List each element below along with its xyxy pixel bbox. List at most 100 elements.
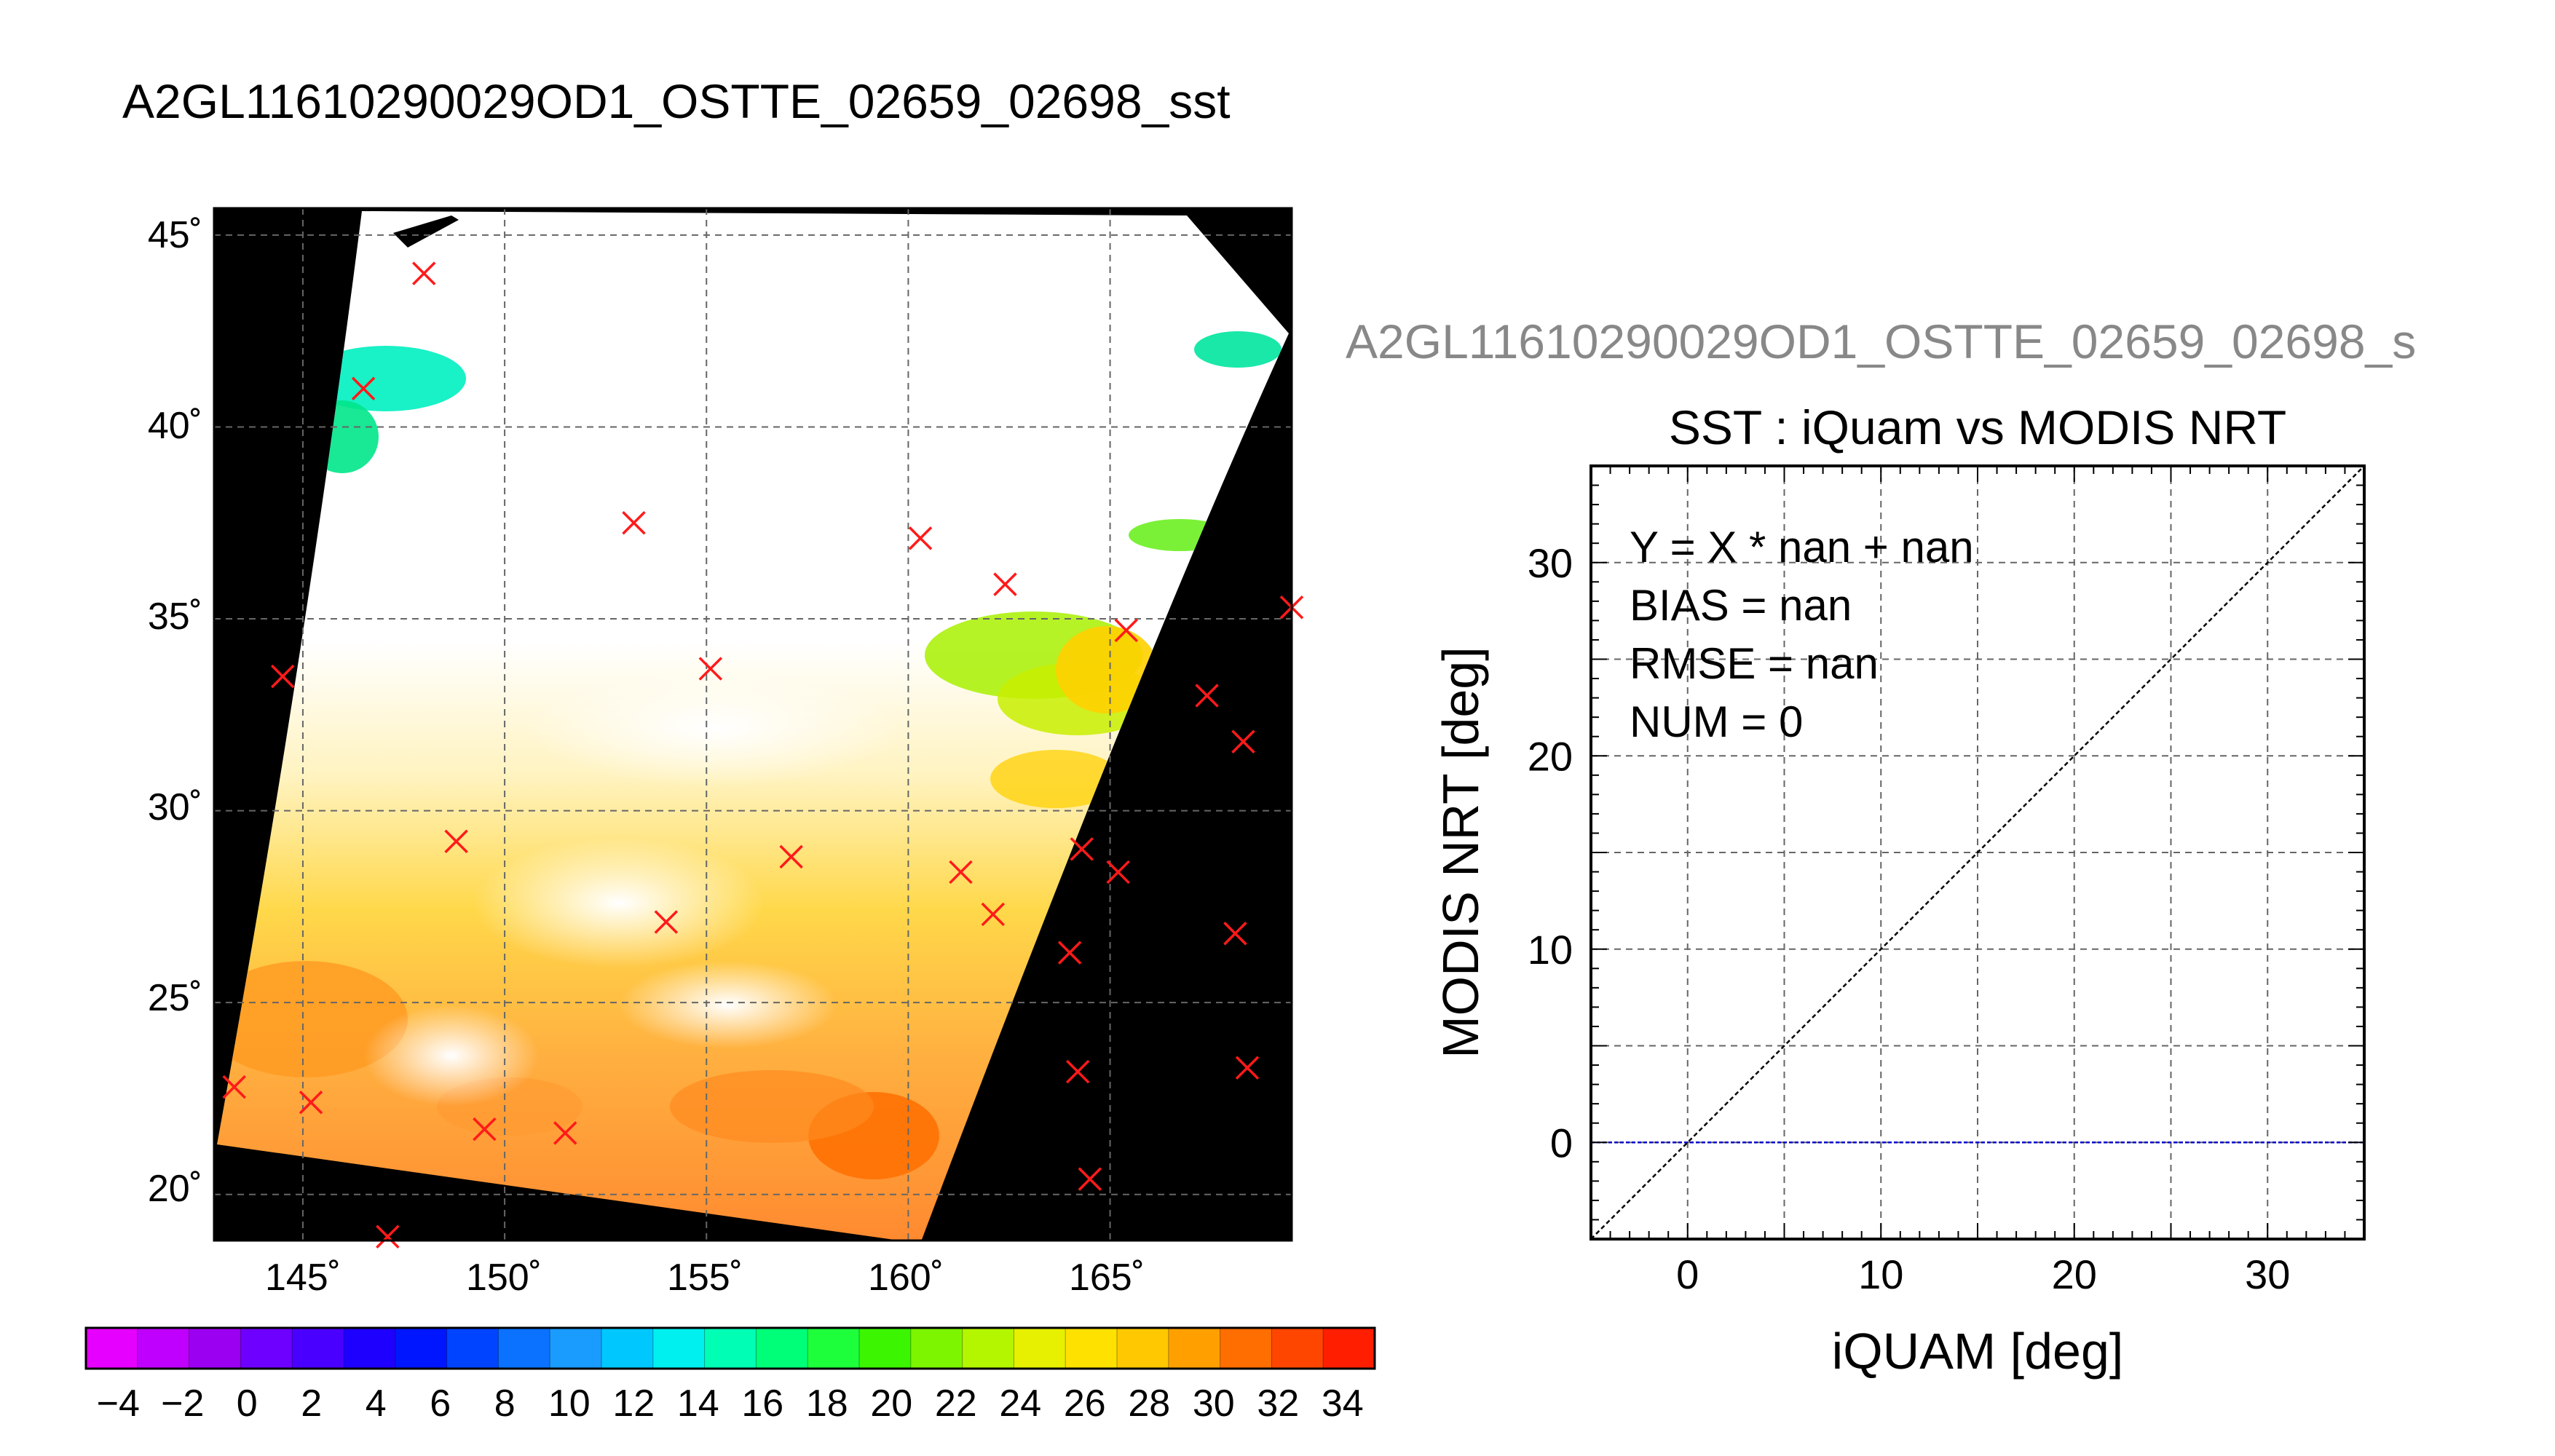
iquam-marker: [376, 1224, 400, 1249]
colorbar-tick-label: 6: [430, 1382, 451, 1425]
lon-tick-label: 155˚: [667, 1257, 743, 1299]
lat-tick-label: 25˚: [148, 977, 202, 1019]
stats-equation: Y = X * nan + nan: [1630, 523, 1974, 571]
colorbar-cell: [498, 1328, 550, 1369]
map-frame: [213, 207, 1293, 1242]
colorbar-frame: [84, 1326, 1376, 1370]
scatter-frame: [1590, 464, 2366, 1241]
iquam-marker: [1078, 1167, 1102, 1191]
iquam-marker: [351, 376, 376, 400]
colorbar-tick-label: 30: [1193, 1382, 1235, 1425]
stats-num: NUM = 0: [1630, 697, 1803, 746]
iquam-marker: [908, 526, 933, 550]
iquam-marker: [1065, 1059, 1090, 1084]
iquam-marker: [444, 829, 468, 854]
colorbar-tick-label: 0: [237, 1382, 258, 1425]
iquam-marker: [949, 860, 973, 885]
colorbar-tick-label: −4: [97, 1382, 140, 1425]
colorbar-cell: [652, 1328, 706, 1369]
iquam-marker: [473, 1117, 497, 1142]
lat-tick-label: 45˚: [148, 214, 202, 256]
colorbar-tick-label: 8: [494, 1382, 516, 1425]
x-tick-label: 10: [1858, 1251, 1903, 1297]
lon-tick-label: 160˚: [868, 1257, 944, 1299]
colorbar-cell: [240, 1328, 293, 1369]
iquam-marker: [981, 902, 1006, 927]
land-fragment: [393, 215, 459, 248]
colorbar-tick-label: 4: [366, 1382, 387, 1425]
colorbar-cell: [859, 1328, 912, 1369]
colorbar-tick-label: 22: [935, 1382, 977, 1425]
y-axis-label: MODIS NRT [deg]: [1432, 646, 1489, 1058]
stats-bias: BIAS = nan: [1630, 581, 1852, 630]
x-tick-label: 20: [2052, 1251, 2097, 1297]
y-tick-label: 20: [1528, 733, 1573, 779]
colorbar-cell: [550, 1328, 602, 1369]
iquam-marker: [698, 657, 723, 681]
colorbar-cell: [601, 1328, 654, 1369]
colorbar-cells: [86, 1328, 1375, 1369]
colorbar-cell: [1271, 1328, 1324, 1369]
scatter-title: SST : iQuam vs MODIS NRT: [1669, 400, 2286, 454]
colorbar-cell: [344, 1328, 396, 1369]
colorbar-cell: [1117, 1328, 1169, 1369]
iquam-marker: [222, 1075, 246, 1099]
colorbar-tick-label: 32: [1257, 1382, 1299, 1425]
lat-tick-label: 20˚: [148, 1168, 202, 1210]
lat-tick-label: 40˚: [148, 405, 202, 447]
colorbar-tick-label: 26: [1064, 1382, 1106, 1425]
iquam-marker: [1235, 1056, 1260, 1080]
colorbar-tick-label: 10: [548, 1382, 591, 1425]
colorbar-cell: [292, 1328, 344, 1369]
colorbar-tick-label: 18: [806, 1382, 848, 1425]
iquam-marker: [993, 572, 1017, 596]
colorbar-cell: [1168, 1328, 1221, 1369]
map-grid: [214, 208, 1292, 1241]
colorbar-cell: [1220, 1328, 1272, 1369]
scatter-panel: SST : iQuam vs MODIS NRT 0 10 20 30 0 10…: [1432, 400, 2366, 1380]
scatter-grid: [1591, 466, 2364, 1239]
lat-tick-label: 30˚: [148, 786, 202, 828]
iquam-marker: [779, 844, 803, 869]
colorbar: −4 −2 0 2 4 6 8 10 12 14 16 18 20 22 24 26 28 30 32 34: [84, 1326, 1376, 1425]
colorbar-cell: [807, 1328, 860, 1369]
colorbar-cell: [86, 1328, 138, 1369]
colorbar-tick-label: 24: [999, 1382, 1041, 1425]
colorbar-cell: [1065, 1328, 1118, 1369]
colorbar-cell: [910, 1328, 963, 1369]
iquam-markers: [222, 261, 1304, 1249]
iquam-marker: [1106, 860, 1130, 885]
colorbar-cell: [1014, 1328, 1066, 1369]
iquam-marker: [1070, 837, 1094, 861]
x-tick-label: 0: [1676, 1251, 1699, 1297]
iquam-marker: [1223, 922, 1247, 946]
iquam-marker: [299, 1090, 323, 1115]
iquam-marker: [1231, 729, 1255, 753]
x-axis-label: iQUAM [deg]: [1832, 1323, 2124, 1380]
iquam-marker: [1057, 941, 1082, 965]
lon-tick-label: 150˚: [466, 1257, 542, 1299]
lon-tick-label: 145˚: [265, 1257, 341, 1299]
scatter-file-title: A2GL11610290029OD1_OSTTE_02659_02698_s: [1346, 314, 2416, 368]
iquam-marker: [1195, 684, 1219, 708]
iquam-marker: [270, 664, 295, 689]
colorbar-cell: [704, 1328, 757, 1369]
colorbar-tick-label: 2: [301, 1382, 322, 1425]
colorbar-cell: [395, 1328, 448, 1369]
colorbar-tick-label: 12: [612, 1382, 655, 1425]
lat-tick-label: 35˚: [148, 596, 202, 638]
colorbar-tick-label: 16: [741, 1382, 783, 1425]
iquam-marker: [654, 910, 679, 934]
colorbar-tick-label: −2: [161, 1382, 204, 1425]
colorbar-tick-label: 34: [1322, 1382, 1364, 1425]
colorbar-cell: [756, 1328, 808, 1369]
colorbar-cell: [446, 1328, 499, 1369]
x-tick-label: 30: [2245, 1251, 2290, 1297]
y-tick-label: 10: [1528, 927, 1573, 973]
iquam-marker: [412, 261, 436, 285]
y-tick-label: 30: [1528, 540, 1573, 586]
y-tick-label: 0: [1550, 1120, 1573, 1166]
stats-rmse: RMSE = nan: [1630, 639, 1879, 688]
map-title: A2GL11610290029OD1_OSTTE_02659_02698_sst: [122, 74, 1231, 128]
